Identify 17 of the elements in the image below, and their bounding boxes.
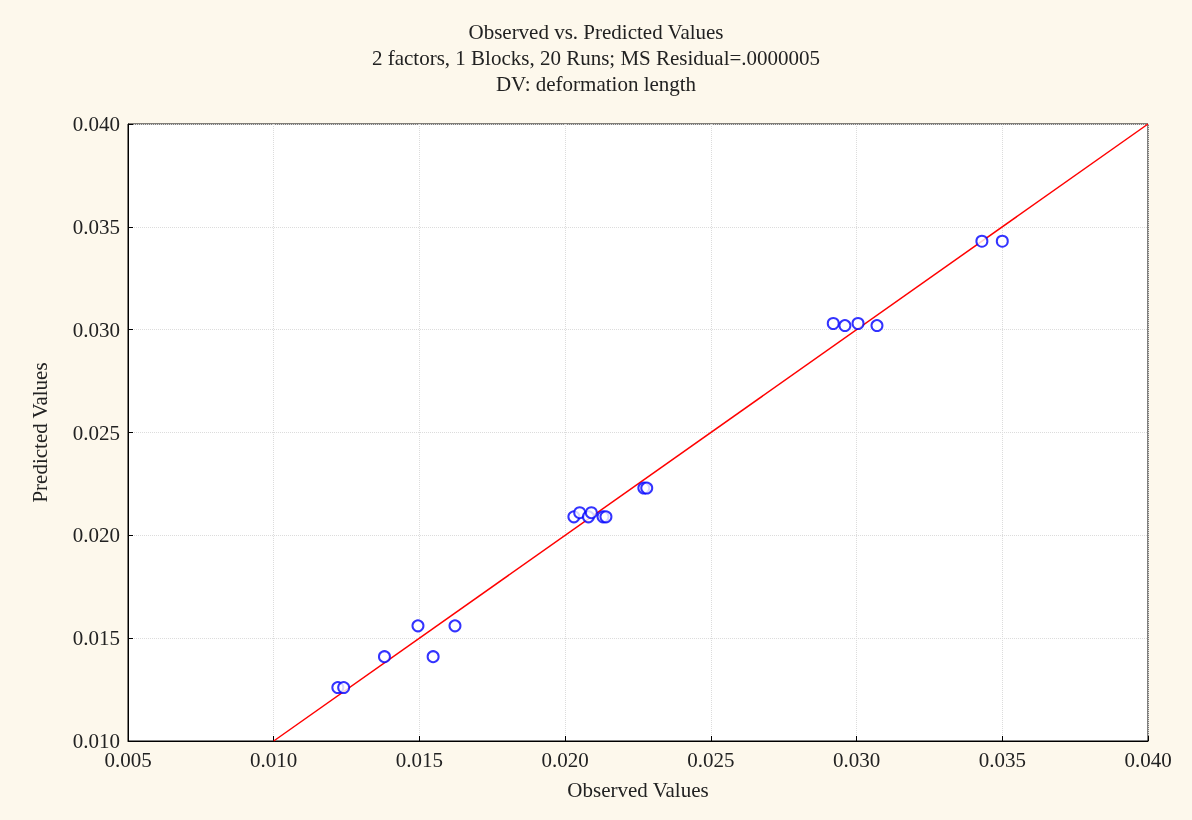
- y-tick-label: 0.040: [72, 112, 120, 136]
- y-axis-title: Predicted Values: [27, 362, 52, 503]
- x-tick-label: 0.035: [978, 747, 1026, 772]
- y-tick-label: 0.030: [72, 317, 120, 342]
- chart-title: Observed vs. Predicted Values: [468, 20, 724, 44]
- x-axis-title: Observed Values: [567, 777, 709, 802]
- x-tick-label: 0.040: [1124, 747, 1172, 772]
- x-tick-label: 0.030: [832, 747, 881, 772]
- x-tick-label: 0.020: [541, 747, 589, 772]
- y-tick-label: 0.020: [72, 523, 120, 548]
- x-tick-label: 0.025: [687, 747, 735, 772]
- y-tick-label: 0.025: [72, 420, 120, 445]
- x-tick-label: 0.010: [250, 747, 298, 772]
- chart-subtitle: 2 factors, 1 Blocks, 20 Runs; MS Residual=.0000005 DV: deformation length: [371, 46, 821, 96]
- x-tick-label: 0.015: [395, 747, 444, 772]
- y-tick-label: 0.035: [72, 214, 120, 239]
- y-tick-label: 0.015: [72, 626, 120, 651]
